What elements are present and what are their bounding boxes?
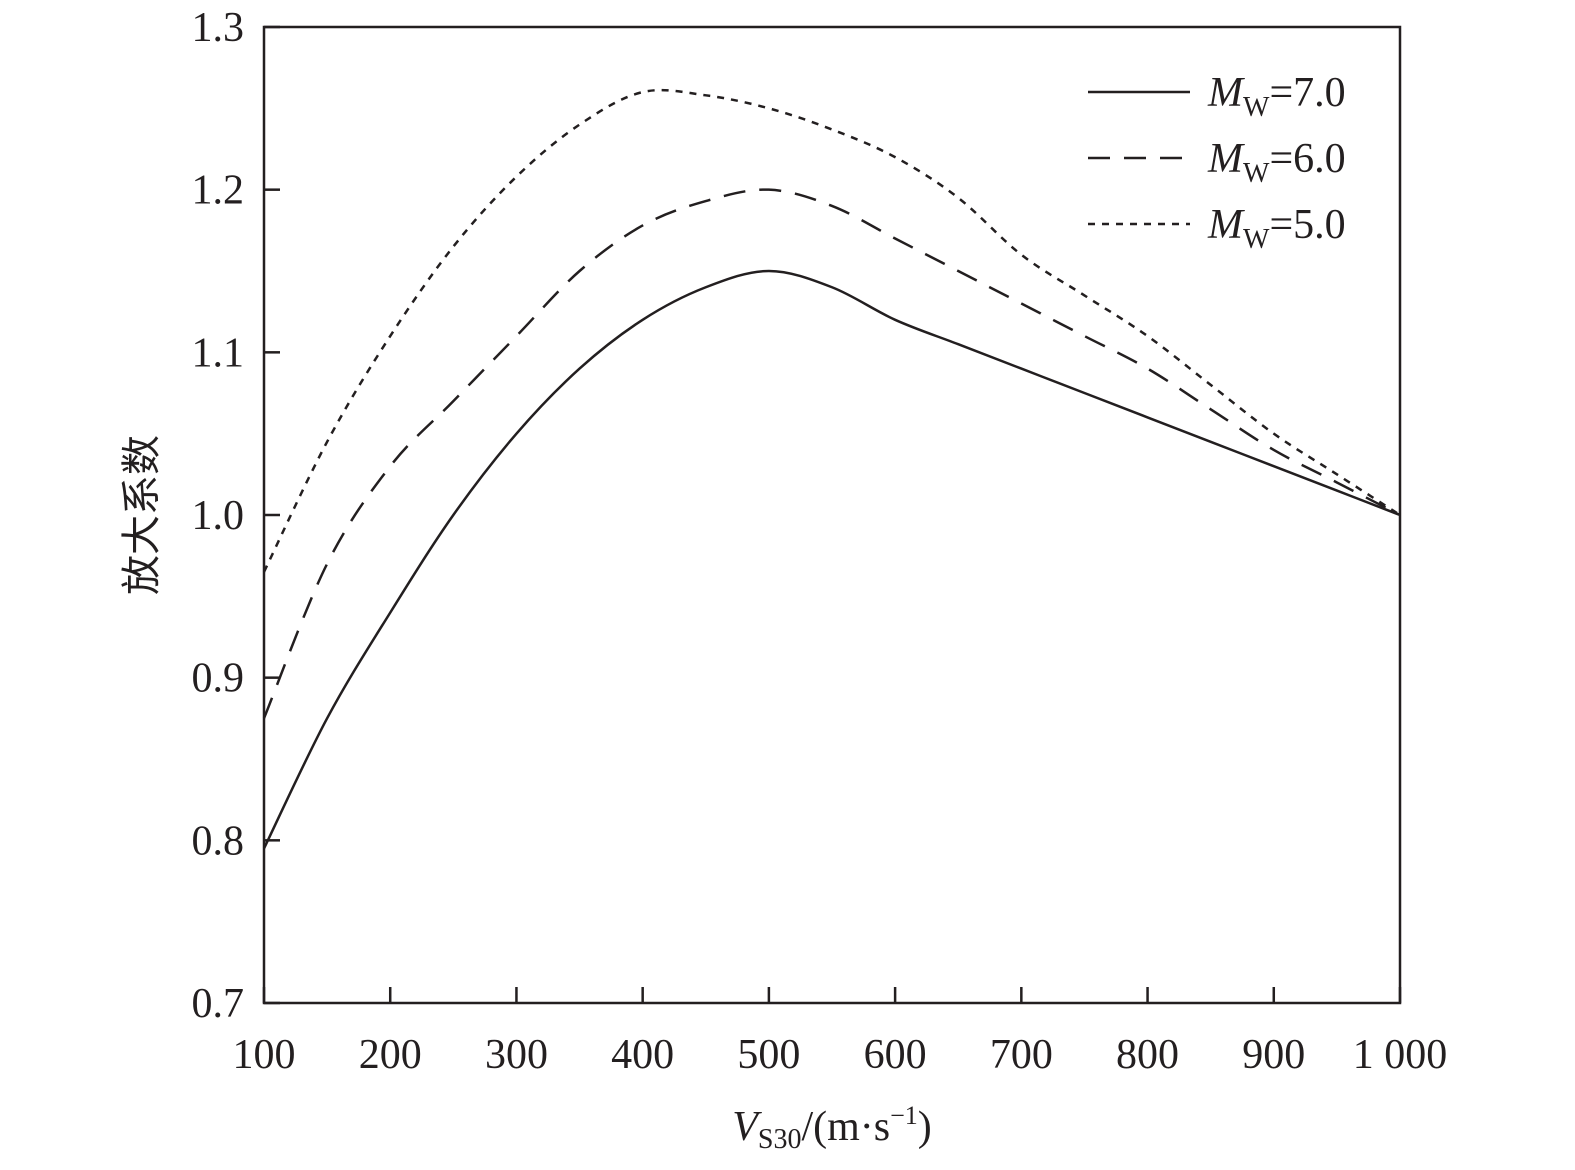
series-line-dashed — [262, 188, 1401, 719]
x-tick-label: 200 — [359, 1032, 422, 1078]
y-tick-label: 0.9 — [192, 656, 245, 702]
x-tick-label: 600 — [864, 1032, 927, 1078]
x-label-end: ) — [918, 1104, 932, 1150]
x-tick-label: 900 — [1242, 1032, 1305, 1078]
series-layer — [262, 88, 1401, 850]
x-tick-label: 800 — [1116, 1032, 1179, 1078]
x-tick-label: 300 — [485, 1032, 548, 1078]
x-label-sub: S30 — [758, 1124, 802, 1155]
y-tick-label: 1.1 — [192, 330, 245, 376]
ticks-layer: 100 200 300 400 500 600 700 800 900 1 000 0.7 0.8 0.… — [192, 5, 1448, 1078]
x-tick-label: 400 — [611, 1032, 674, 1078]
x-tick-label: 100 — [233, 1032, 296, 1078]
y-tick-label: 1.0 — [192, 493, 245, 539]
x-tick-label: 700 — [990, 1032, 1053, 1078]
x-tick-label: 500 — [737, 1032, 800, 1078]
legend-label: MW=6.0 — [1207, 136, 1346, 189]
x-label-unit: /(m·s — [801, 1104, 890, 1150]
legend-label: MW=5.0 — [1207, 202, 1346, 255]
x-axis-label: VS30/(m·s−1) — [732, 1101, 932, 1155]
y-tick-label: 0.8 — [192, 818, 245, 864]
y-axis-label: 放大系数 — [119, 435, 164, 595]
x-tick-label: 1 000 — [1353, 1032, 1448, 1078]
y-tick-label: 0.7 — [192, 981, 245, 1027]
legend: MW=7.0 MW=6.0 MW=5.0 — [1088, 70, 1346, 255]
legend-label: MW=7.0 — [1207, 70, 1346, 123]
series-line-solid — [262, 269, 1401, 850]
y-tick-label: 1.2 — [192, 168, 245, 214]
series-line-dotted — [262, 88, 1401, 573]
y-tick-label: 1.3 — [192, 5, 245, 51]
x-label-main: V — [732, 1104, 762, 1150]
x-label-sup: −1 — [890, 1101, 918, 1130]
